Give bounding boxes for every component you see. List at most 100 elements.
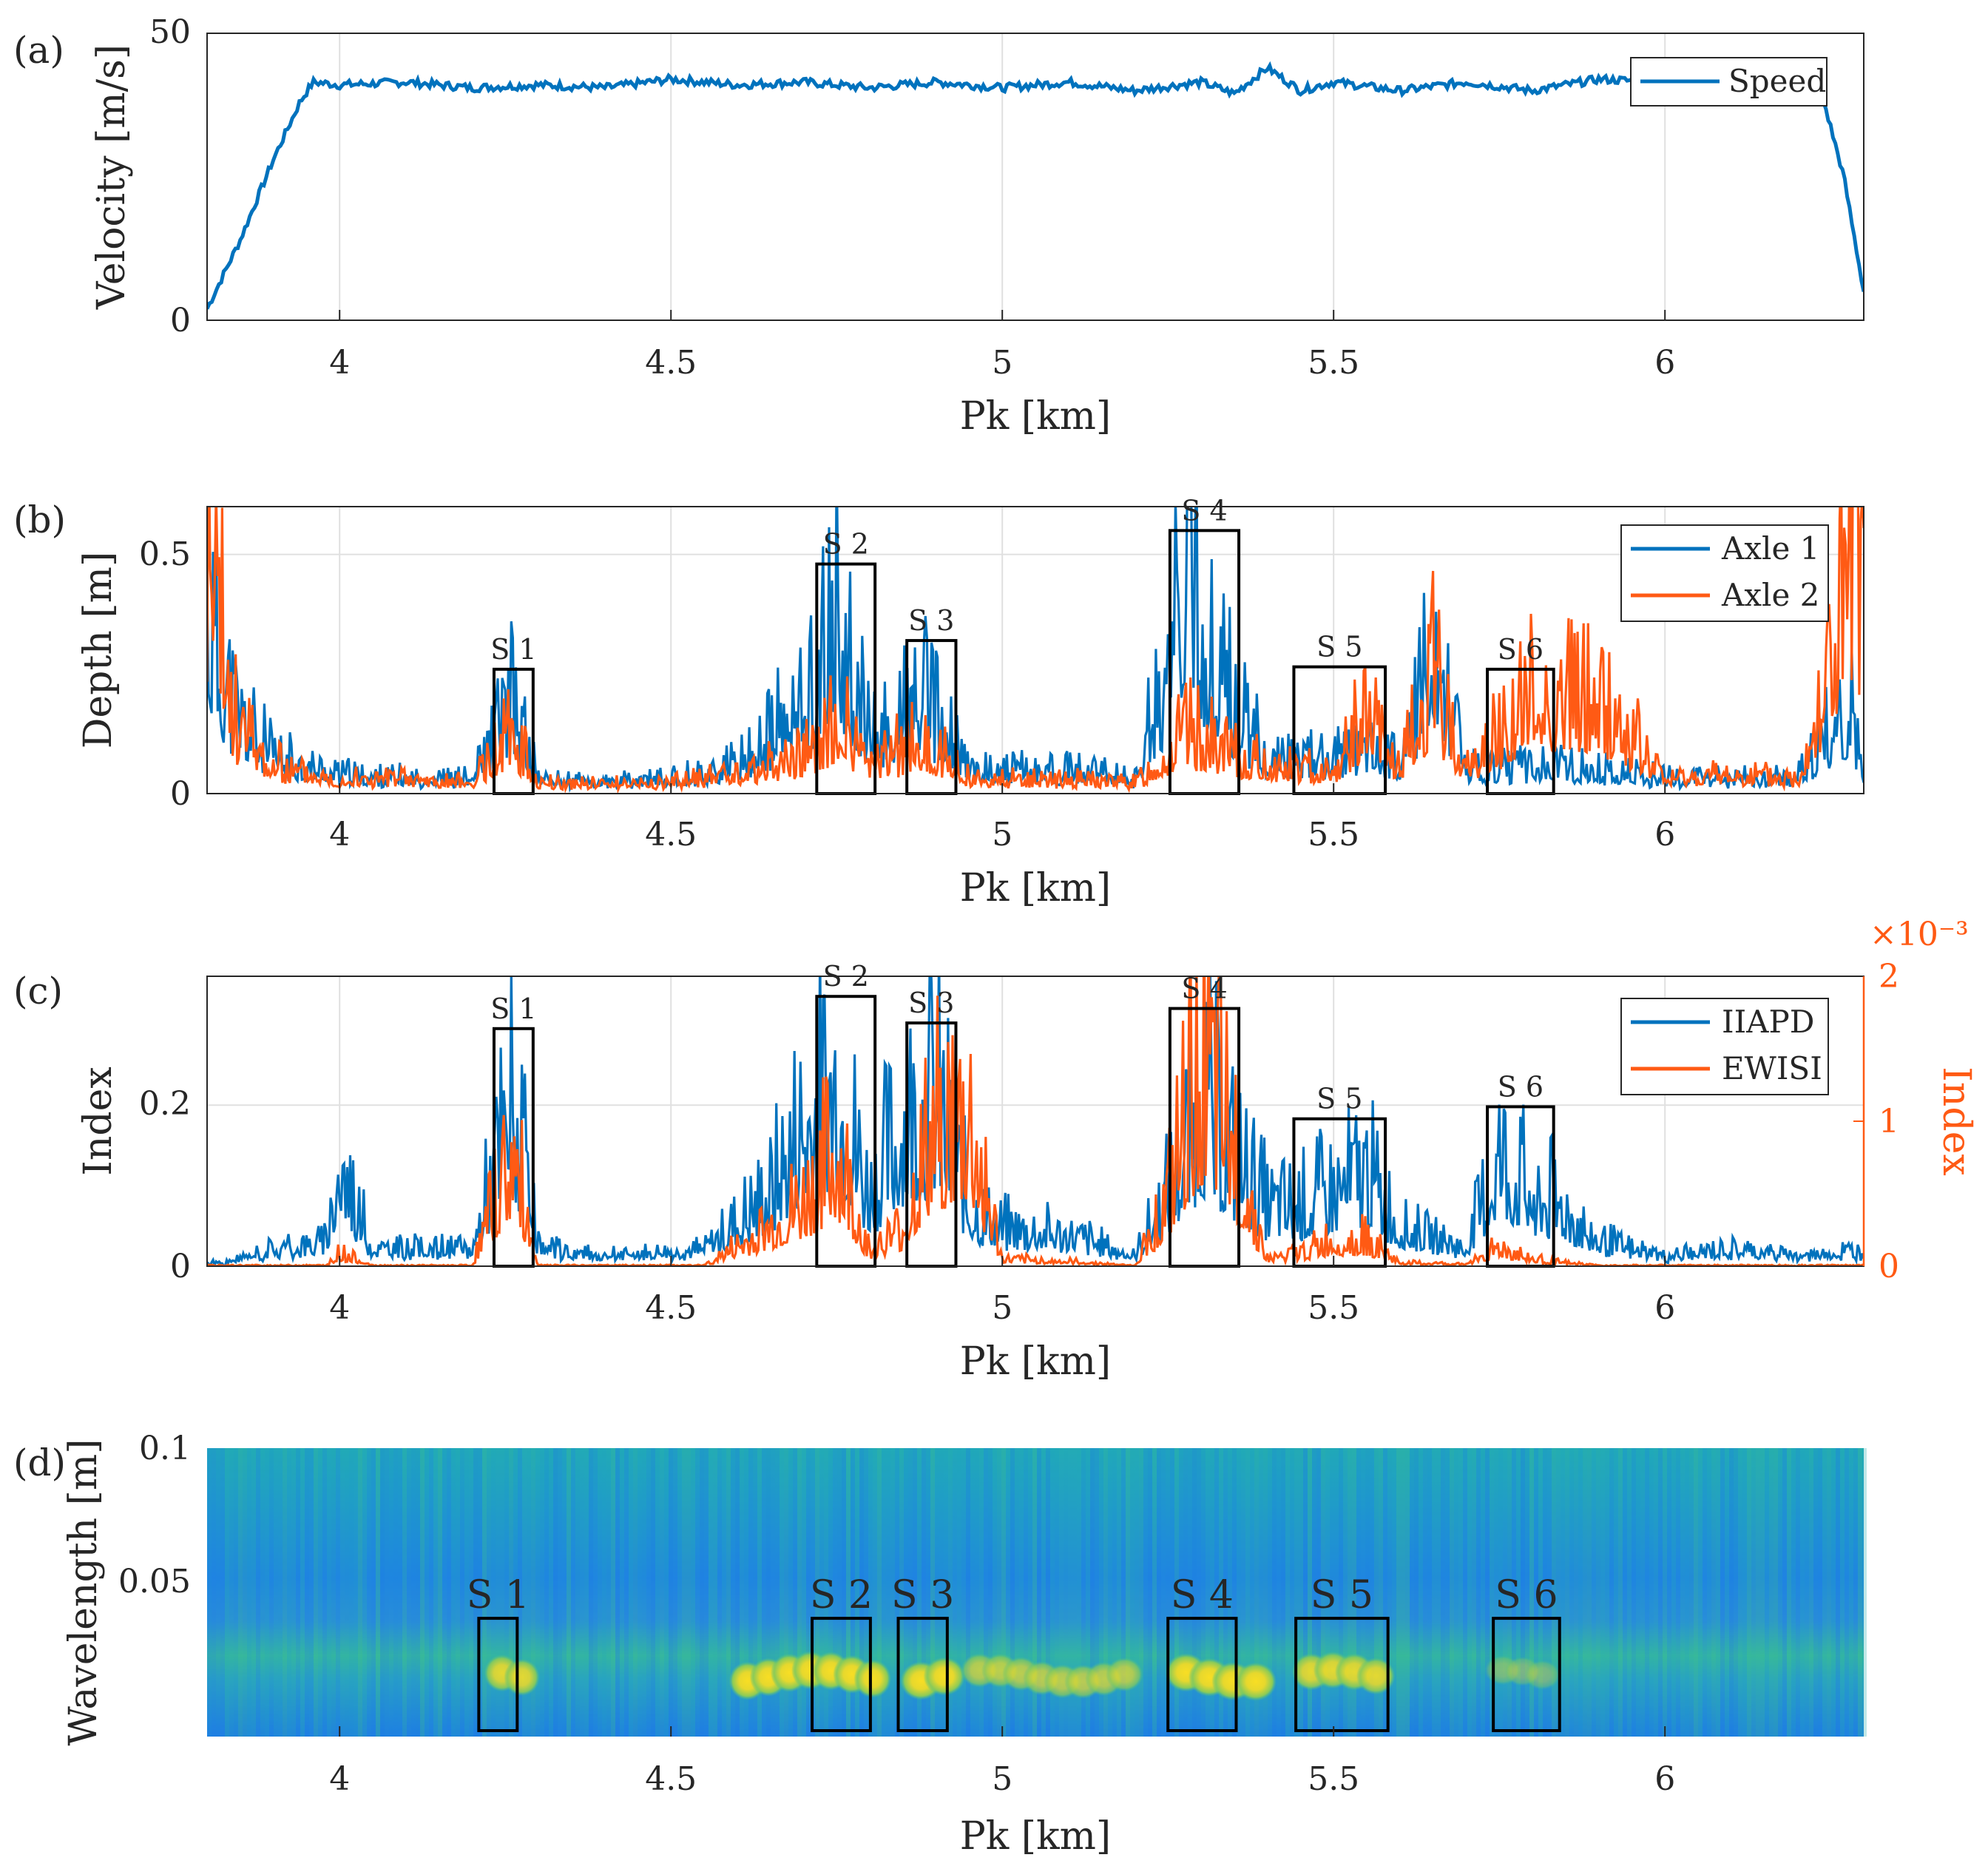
heatmap-column <box>531 1448 535 1737</box>
heatmap-column <box>247 1448 251 1737</box>
heatmap-column <box>1117 1448 1121 1737</box>
heatmap-column <box>1521 1448 1525 1737</box>
heatmap-column <box>922 1448 926 1737</box>
heatmap-column <box>939 1448 944 1737</box>
heatmap-column <box>1157 1448 1161 1737</box>
heatmap-column <box>500 1448 504 1737</box>
x-tick-label: 5 <box>992 344 1012 382</box>
heatmap-column <box>1725 1448 1729 1737</box>
heatmap-column <box>1365 1448 1370 1737</box>
heatmap-column <box>1197 1448 1201 1737</box>
heatmap-hotspot <box>504 1658 540 1696</box>
heatmap-column <box>1734 1448 1738 1737</box>
heatmap-column <box>1596 1448 1600 1737</box>
panel-b-section-boxes: S 1 S 2 S 3 S 4 S 5 S 6 <box>490 494 1555 796</box>
panel-c-y2tick-2: 2 <box>1879 958 1899 995</box>
panel-a-ytick-0: 0 <box>170 302 191 339</box>
panel-b-legend: Axle 1 Axle 2 <box>1620 524 1829 622</box>
heatmap-column <box>1654 1448 1658 1737</box>
heatmap-column <box>398 1448 402 1737</box>
heatmap-column <box>917 1448 922 1737</box>
heatmap-column <box>1099 1448 1103 1737</box>
heatmap-column <box>1742 1448 1747 1737</box>
heatmap-column <box>1294 1448 1299 1737</box>
heatmap-column <box>1325 1448 1330 1737</box>
heatmap-column <box>722 1448 726 1737</box>
heatmap-column <box>660 1448 664 1737</box>
panel-b-x-axis-label: Pk [km] <box>960 866 1111 910</box>
heatmap-column <box>1858 1448 1862 1737</box>
section-box-label: S 3 <box>908 604 954 637</box>
heatmap-column <box>695 1448 700 1737</box>
heatmap-column <box>1348 1448 1352 1737</box>
heatmap-column <box>886 1448 890 1737</box>
panel-d-ytick-0.05: 0.05 <box>118 1563 191 1600</box>
panel-a-legend: Speed <box>1630 57 1828 107</box>
heatmap-column <box>1840 1448 1845 1737</box>
heatmap-column <box>1312 1448 1316 1737</box>
section-box-label: S 6 <box>1495 1573 1558 1617</box>
x-tick-label: 6 <box>1654 344 1675 382</box>
heatmap-column <box>766 1448 771 1737</box>
panel-c-y2-axis-label: Index <box>1934 1066 1978 1175</box>
heatmap-column <box>354 1448 358 1737</box>
heatmap-column <box>873 1448 877 1737</box>
heatmap-column <box>535 1448 540 1737</box>
heatmap-column <box>1738 1448 1742 1737</box>
panel-a-grid <box>339 33 1666 320</box>
heatmap-hotspot <box>1524 1660 1561 1690</box>
section-box-label: S 2 <box>810 1573 873 1617</box>
panel-b-ytick-0: 0 <box>170 775 191 813</box>
heatmap-column <box>1281 1448 1285 1737</box>
legend-speed: Speed <box>1728 63 1826 99</box>
heatmap-column <box>549 1448 553 1737</box>
heatmap-column <box>988 1448 993 1737</box>
heatmap-column <box>1561 1448 1565 1737</box>
heatmap-column <box>496 1448 500 1737</box>
legend-iiapd: IIAPD <box>1722 1004 1814 1040</box>
heatmap-column <box>1751 1448 1756 1737</box>
heatmap-hotspot <box>923 1657 966 1696</box>
heatmap-column <box>367 1448 371 1737</box>
heatmap-column <box>1578 1448 1583 1737</box>
heatmap-column <box>1796 1448 1800 1737</box>
heatmap-column <box>1454 1448 1458 1737</box>
heatmap-column <box>1498 1448 1503 1737</box>
heatmap-column <box>1277 1448 1281 1737</box>
panel-a-ytick-50: 50 <box>149 13 191 51</box>
legend-axle-1: Axle 1 <box>1721 530 1819 567</box>
heatmap-column <box>1445 1448 1450 1737</box>
panel-b-ytick-0.5: 0.5 <box>139 535 191 573</box>
heatmap-column <box>1108 1448 1112 1737</box>
heatmap-column <box>1188 1448 1192 1737</box>
heatmap-column <box>1356 1448 1361 1737</box>
heatmap-column <box>1490 1448 1494 1737</box>
heatmap-column <box>1206 1448 1210 1737</box>
panel-c-x-axis-label: Pk [km] <box>960 1339 1111 1384</box>
panel-d-y-axis-label: Wavelength [m] <box>61 1439 106 1745</box>
heatmap-column <box>1729 1448 1734 1737</box>
heatmap-column <box>1507 1448 1512 1737</box>
heatmap-column <box>1139 1448 1143 1737</box>
heatmap-column <box>895 1448 899 1737</box>
heatmap-column <box>1698 1448 1703 1737</box>
heatmap-column <box>828 1448 833 1737</box>
heatmap-column <box>1716 1448 1720 1737</box>
heatmap-column <box>1379 1448 1383 1737</box>
heatmap-column <box>806 1448 811 1737</box>
section-box-label: S 4 <box>1171 1573 1234 1617</box>
heatmap-column <box>1028 1448 1032 1737</box>
heatmap-column <box>1831 1448 1836 1737</box>
heatmap-column <box>416 1448 420 1737</box>
section-box <box>896 1617 949 1733</box>
heatmap-column <box>824 1448 828 1737</box>
section-box-label: S 6 <box>1498 1070 1544 1103</box>
heatmap-column <box>407 1448 411 1737</box>
heatmap-column <box>371 1448 376 1737</box>
x-tick-label: 5 <box>992 816 1012 853</box>
panel-b-x-ticks: 4 4.5 5 5.5 6 <box>329 783 1675 853</box>
heatmap-column <box>997 1448 1001 1737</box>
section-box <box>1492 1617 1561 1733</box>
heatmap-column <box>1299 1448 1303 1737</box>
heatmap-column <box>864 1448 868 1737</box>
